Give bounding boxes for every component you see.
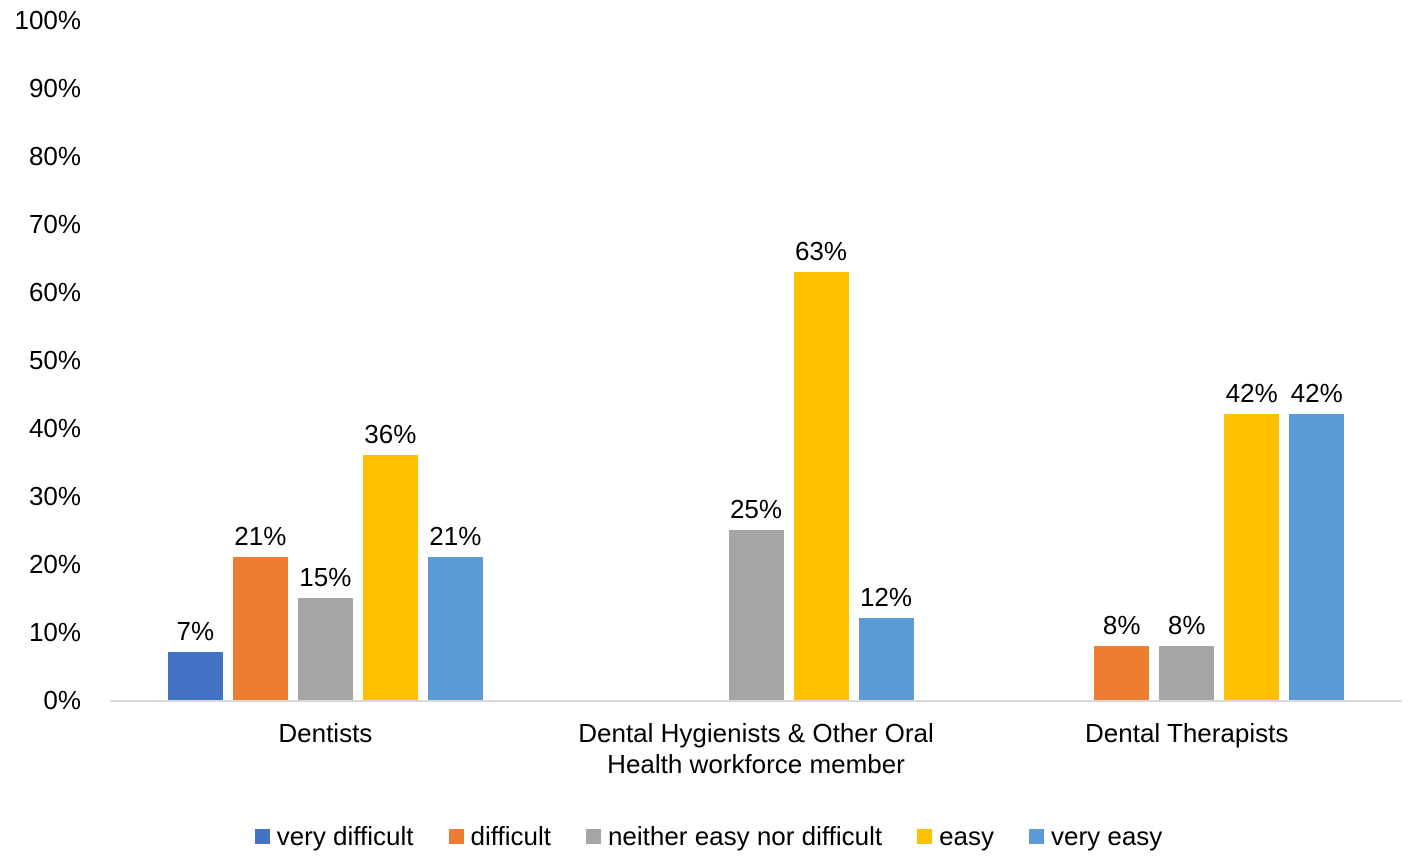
data-label: 8% — [1167, 609, 1206, 640]
legend-item-neither-easy-nor-difficult: neither easy nor difficult — [585, 821, 883, 851]
data-label: 25% — [729, 494, 783, 524]
bar-slot-very-difficult: 7% — [167, 20, 223, 700]
bar-slot-neither-easy-nor-difficult: 15% — [297, 20, 353, 700]
bar-easy — [1224, 414, 1280, 700]
bar-difficult — [232, 557, 288, 700]
bar-slot-very-difficult — [599, 20, 654, 700]
bar-very-easy — [1289, 414, 1345, 700]
y-tick-label-20: 20% — [28, 549, 81, 579]
y-tick-label-40: 40% — [28, 413, 81, 443]
legend-label: neither easy nor difficult — [607, 821, 883, 851]
bar-neither-easy-nor-difficult — [1159, 645, 1215, 700]
bar-slot-very-easy: 42% — [1289, 20, 1345, 700]
y-tick-label-70: 70% — [28, 209, 81, 239]
legend-item-very-easy: very easy — [1029, 821, 1162, 851]
data-label: 42% — [1225, 378, 1278, 409]
bar-very-difficult — [167, 652, 223, 700]
data-label: 21% — [429, 521, 482, 552]
category-label: Dentists — [278, 718, 373, 748]
legend-label: difficult — [470, 821, 551, 851]
category-label: Dental Therapists — [1085, 718, 1289, 748]
bar-neither-easy-nor-difficult — [728, 530, 784, 700]
y-tick-label-0: 0% — [43, 685, 81, 715]
data-label: 42% — [1290, 378, 1343, 409]
legend-swatch-icon — [254, 828, 270, 844]
data-label: 63% — [794, 235, 848, 266]
category-group-dentists: 7% 21% 15% 36% 21% — [110, 20, 541, 700]
bar-slot-difficult — [664, 20, 719, 700]
category-group-dental-hygienists-ot: 25% 63% 12% — [541, 20, 972, 700]
y-tick-label-30: 30% — [28, 481, 81, 511]
y-tick-label-50: 50% — [28, 345, 81, 375]
bar-slot-easy: 36% — [362, 20, 418, 700]
bar-slot-very-difficult — [1029, 20, 1084, 700]
legend-label: very easy — [1051, 821, 1163, 851]
bar-slot-difficult: 21% — [232, 20, 288, 700]
data-label: 12% — [859, 582, 913, 613]
data-label: 7% — [176, 616, 215, 647]
data-label: 21% — [234, 521, 287, 552]
bar-slot-easy: 42% — [1224, 20, 1280, 700]
bar-easy — [793, 271, 849, 700]
category-group-dental-therapists: 8% 8% 42% 42% — [971, 20, 1402, 700]
y-tick-label-90: 90% — [28, 73, 81, 103]
legend-swatch-icon — [448, 828, 464, 844]
y-tick-label-80: 80% — [28, 141, 81, 171]
bar-very-easy — [427, 557, 483, 700]
x-axis-labels: Dentists Dental Hygienists & Other Oral H… — [110, 718, 1402, 780]
legend: very difficult difficult neither easy nor … — [0, 821, 1417, 851]
bar-very-easy — [858, 618, 914, 700]
legend-item-difficult: difficult — [448, 821, 551, 851]
bar-easy — [362, 455, 418, 700]
bar-slot-very-easy: 12% — [858, 20, 914, 700]
legend-item-easy: easy — [917, 821, 994, 851]
y-tick-label-10: 10% — [28, 617, 81, 647]
legend-label: very difficult — [276, 821, 414, 851]
bar-slot-very-easy: 21% — [427, 20, 483, 700]
data-label: 36% — [364, 419, 417, 450]
y-tick-label-100: 100% — [14, 5, 82, 35]
bar-slot-easy: 63% — [793, 20, 849, 700]
category-label: Dental Hygienists & Other Oral Health wo… — [578, 718, 934, 779]
data-label: 15% — [299, 562, 352, 592]
bar-neither-easy-nor-difficult — [297, 598, 353, 700]
legend-swatch-icon — [585, 828, 601, 844]
data-label: 8% — [1102, 609, 1141, 640]
legend-item-very-difficult: very difficult — [254, 821, 414, 851]
bar-slot-difficult: 8% — [1094, 20, 1150, 700]
bar-slot-neither-easy-nor-difficult: 25% — [728, 20, 784, 700]
bar-difficult — [1094, 645, 1150, 700]
plot-area: 7% 21% 15% 36% 21% 25% 63% 12% 8% 8% 42% 42% — [110, 20, 1402, 702]
bar-slot-neither-easy-nor-difficult: 8% — [1159, 20, 1215, 700]
legend-label: easy — [939, 821, 995, 851]
legend-swatch-icon — [917, 828, 933, 844]
legend-swatch-icon — [1029, 828, 1045, 844]
y-tick-label-60: 60% — [28, 277, 81, 307]
